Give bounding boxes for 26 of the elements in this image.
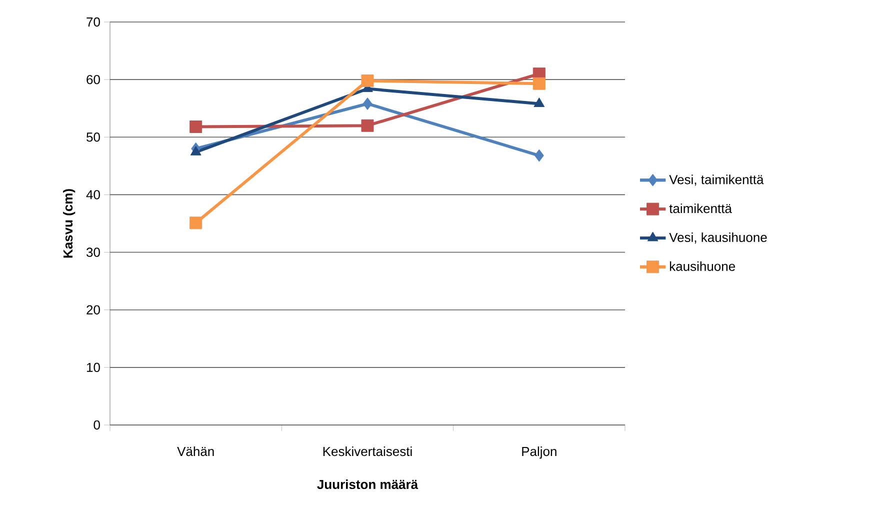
legend-label: Vesi, kausihuone: [669, 232, 767, 244]
point: [534, 149, 544, 162]
y-tick-label: 40: [86, 190, 100, 200]
point: [532, 77, 546, 90]
point: [190, 146, 202, 156]
point: [190, 120, 202, 134]
y-tick-label: 0: [94, 420, 100, 430]
y-tick-label: 30: [86, 248, 100, 257]
point: [361, 119, 374, 132]
x-tick-label: Vähän: [177, 446, 214, 456]
x-tick-label: Paljon: [522, 446, 556, 459]
y-axis-title: Kasvu (cm): [63, 189, 76, 258]
point: [361, 74, 374, 87]
y-tick-label: 10: [87, 362, 100, 372]
y-tick-label: 70: [86, 17, 100, 27]
point: [362, 97, 372, 110]
x-axis-title: Juuriston määrä: [317, 479, 418, 490]
legend-label: kausihuone: [670, 261, 736, 271]
legend-label: taimikenttä: [669, 204, 732, 214]
x-tick-label: Keskivertaisesti: [323, 446, 412, 456]
point: [190, 216, 202, 230]
y-tick-label: 50: [86, 132, 100, 142]
y-tick-label: 20: [86, 305, 100, 314]
y-tick-label: 60: [86, 74, 100, 84]
point: [534, 97, 545, 107]
legend-label: Vesi, taimikenttä: [669, 174, 764, 186]
